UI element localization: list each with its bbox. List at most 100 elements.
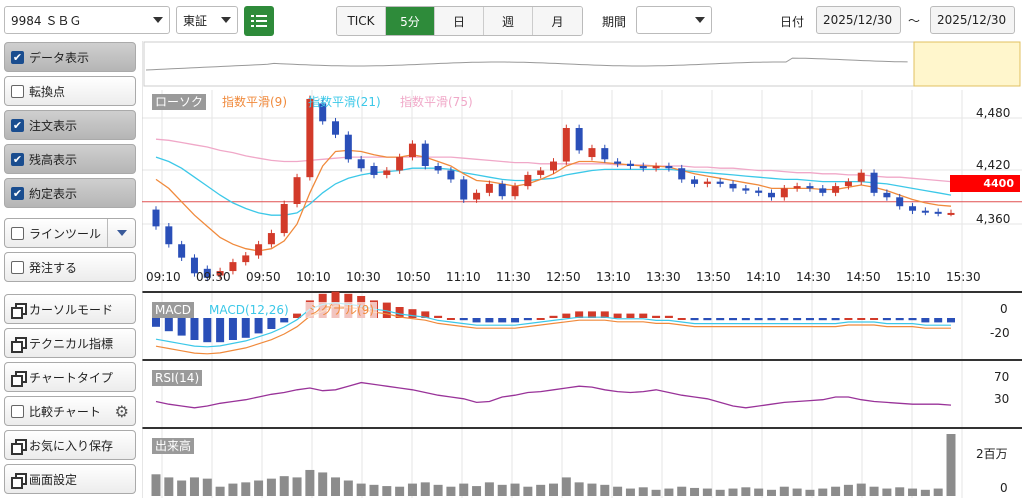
volume-bar xyxy=(420,482,430,496)
time-tick: 13:50 xyxy=(696,270,731,284)
tab-week[interactable]: 週 xyxy=(484,7,533,35)
tab-5min[interactable]: 5分 xyxy=(386,7,435,35)
volume-tick: 2百万 xyxy=(976,447,1008,461)
macd-bar xyxy=(485,318,494,323)
candle-body xyxy=(511,186,519,197)
volume-bar xyxy=(292,477,302,496)
gear-icon[interactable]: ⚙ xyxy=(114,402,129,421)
market-select[interactable]: 東証 xyxy=(176,6,238,34)
macd-bar xyxy=(203,318,212,343)
volume-bar xyxy=(792,488,802,496)
candle-body xyxy=(319,103,327,122)
macd-bar xyxy=(780,318,789,321)
window-icon xyxy=(11,370,27,387)
sidebar-item-label: テクニカル指標 xyxy=(29,336,114,351)
time-tick: 11:30 xyxy=(496,270,531,284)
volume-bar xyxy=(715,489,725,496)
rsi-tick: 70 xyxy=(994,370,1010,384)
volume-bar xyxy=(728,488,738,496)
chart-type-button[interactable]: チャートタイプ xyxy=(4,362,136,392)
volume-bar xyxy=(638,487,648,496)
volume-bar xyxy=(215,486,225,496)
macd-bar xyxy=(254,318,263,334)
macd-bar xyxy=(921,318,930,323)
candle-body xyxy=(729,183,737,189)
macd-bar xyxy=(177,318,186,336)
volume-bar xyxy=(766,489,776,496)
macd-bar xyxy=(434,315,443,318)
line-tool-toggle[interactable]: ラインツール xyxy=(4,218,136,248)
candle-body xyxy=(614,161,622,164)
execution-display-toggle[interactable]: ✔ 約定表示 xyxy=(4,178,136,208)
macd-bar xyxy=(870,318,879,320)
time-tick: 15:10 xyxy=(896,270,931,284)
volume-bar xyxy=(497,484,507,496)
tab-day[interactable]: 日 xyxy=(435,7,484,35)
data-display-toggle[interactable]: ✔ データ表示 xyxy=(4,42,136,72)
compare-chart-toggle[interactable]: 比較チャート ⚙ xyxy=(4,396,136,426)
list-menu-button[interactable] xyxy=(244,6,274,36)
volume-bar xyxy=(779,486,789,496)
volume-bar xyxy=(651,489,661,496)
macd-bar xyxy=(395,307,404,318)
volume-bar xyxy=(510,483,520,496)
checkbox-icon xyxy=(11,260,24,274)
volume-bar xyxy=(433,484,443,496)
time-tick: 14:50 xyxy=(846,270,881,284)
macd-bar xyxy=(280,318,289,323)
order-display-toggle[interactable]: ✔ 注文表示 xyxy=(4,110,136,140)
tab-month[interactable]: 月 xyxy=(533,7,582,35)
date-separator: ～ xyxy=(908,14,921,28)
balance-display-toggle[interactable]: ✔ 残高表示 xyxy=(4,144,136,174)
macd-bar xyxy=(152,318,160,327)
line-tool-dropdown[interactable] xyxy=(107,219,135,247)
checkbox-checked-icon: ✔ xyxy=(11,186,24,200)
place-order-toggle[interactable]: 発注する xyxy=(4,252,136,282)
volume-bar xyxy=(305,469,315,496)
candle-body xyxy=(819,188,827,193)
candle-body xyxy=(588,148,596,158)
date-from-field[interactable]: 2025/12/30 xyxy=(816,6,901,34)
cursor-mode-button[interactable]: カーソルモード xyxy=(4,294,136,324)
volume-bar xyxy=(369,484,379,496)
time-tick: 14:10 xyxy=(746,270,781,284)
candle-body xyxy=(601,148,609,160)
candle-body xyxy=(626,163,634,166)
volume-bar xyxy=(177,480,187,496)
macd-bar xyxy=(818,318,827,321)
save-favorite-button[interactable]: お気に入り保存 xyxy=(4,430,136,460)
window-icon xyxy=(11,336,27,353)
candle-body xyxy=(370,166,378,175)
candle-body xyxy=(793,186,801,189)
candle-body xyxy=(332,121,340,135)
macd-bar xyxy=(549,315,558,318)
volume-bar xyxy=(549,483,558,496)
volume-bar xyxy=(664,488,674,496)
macd-bar xyxy=(805,318,814,321)
sidebar-item-label: 画面設定 xyxy=(29,472,78,487)
screen-settings-button[interactable]: 画面設定 xyxy=(4,464,136,494)
macd-bar xyxy=(831,318,840,321)
legend-ema21: 指数平滑(21) xyxy=(308,95,381,109)
tab-tick[interactable]: TICK xyxy=(337,7,386,35)
macd-bar xyxy=(536,318,545,320)
technical-indicator-button[interactable]: テクニカル指標 xyxy=(4,328,136,358)
legend-ema9: 指数平滑(9) xyxy=(222,95,287,109)
window-icon xyxy=(11,472,27,489)
rsi-line xyxy=(155,381,952,409)
sidebar-item-label: チャートタイプ xyxy=(29,370,113,385)
turning-point-toggle[interactable]: 転換点 xyxy=(4,76,136,106)
chart-area[interactable] xyxy=(142,40,1022,498)
symbol-select[interactable]: 9984 ＳＢＧ xyxy=(4,6,170,34)
volume-bar xyxy=(189,477,199,496)
volume-bar xyxy=(343,480,353,496)
candle-body xyxy=(524,174,532,187)
candle-body xyxy=(357,159,365,169)
candle-body xyxy=(806,186,814,189)
period-select[interactable] xyxy=(636,6,712,34)
candle-body xyxy=(280,204,288,234)
volume-bar xyxy=(279,476,289,496)
sidebar-item-label: データ表示 xyxy=(29,50,90,65)
volume-bar xyxy=(407,483,417,496)
date-to-field[interactable]: 2025/12/30 xyxy=(930,6,1015,34)
